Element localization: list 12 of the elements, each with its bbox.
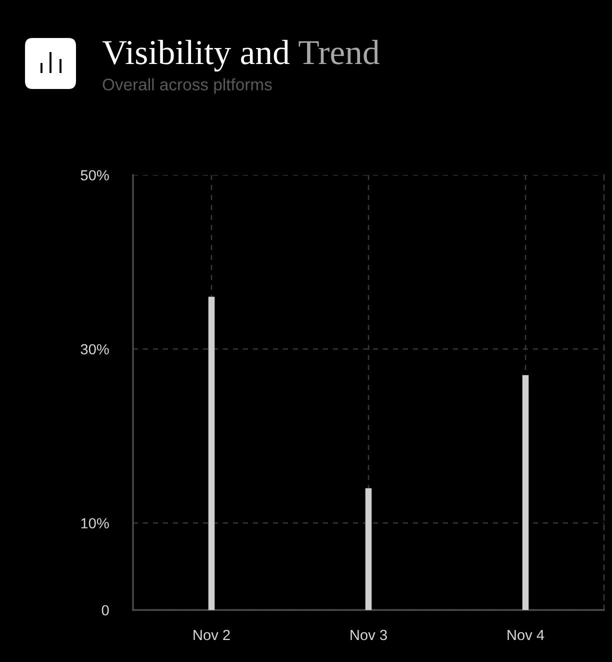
chart-subtitle: Overall across pltforms — [102, 78, 272, 94]
y-tick-label: 10% — [81, 518, 109, 528]
x-tick-label: Nov 2 — [194, 630, 230, 640]
y-tick-label: 0 — [102, 605, 109, 616]
chart-title: Visibility and Trend — [102, 40, 380, 72]
bar — [522, 375, 529, 610]
y-tick-label: 30% — [80, 344, 109, 354]
x-tick-label: Nov 3 — [350, 630, 387, 640]
y-tick-label: 50% — [80, 170, 109, 180]
bar — [365, 488, 372, 610]
bar — [208, 296, 215, 610]
x-tick-label: Nov 4 — [508, 630, 544, 640]
